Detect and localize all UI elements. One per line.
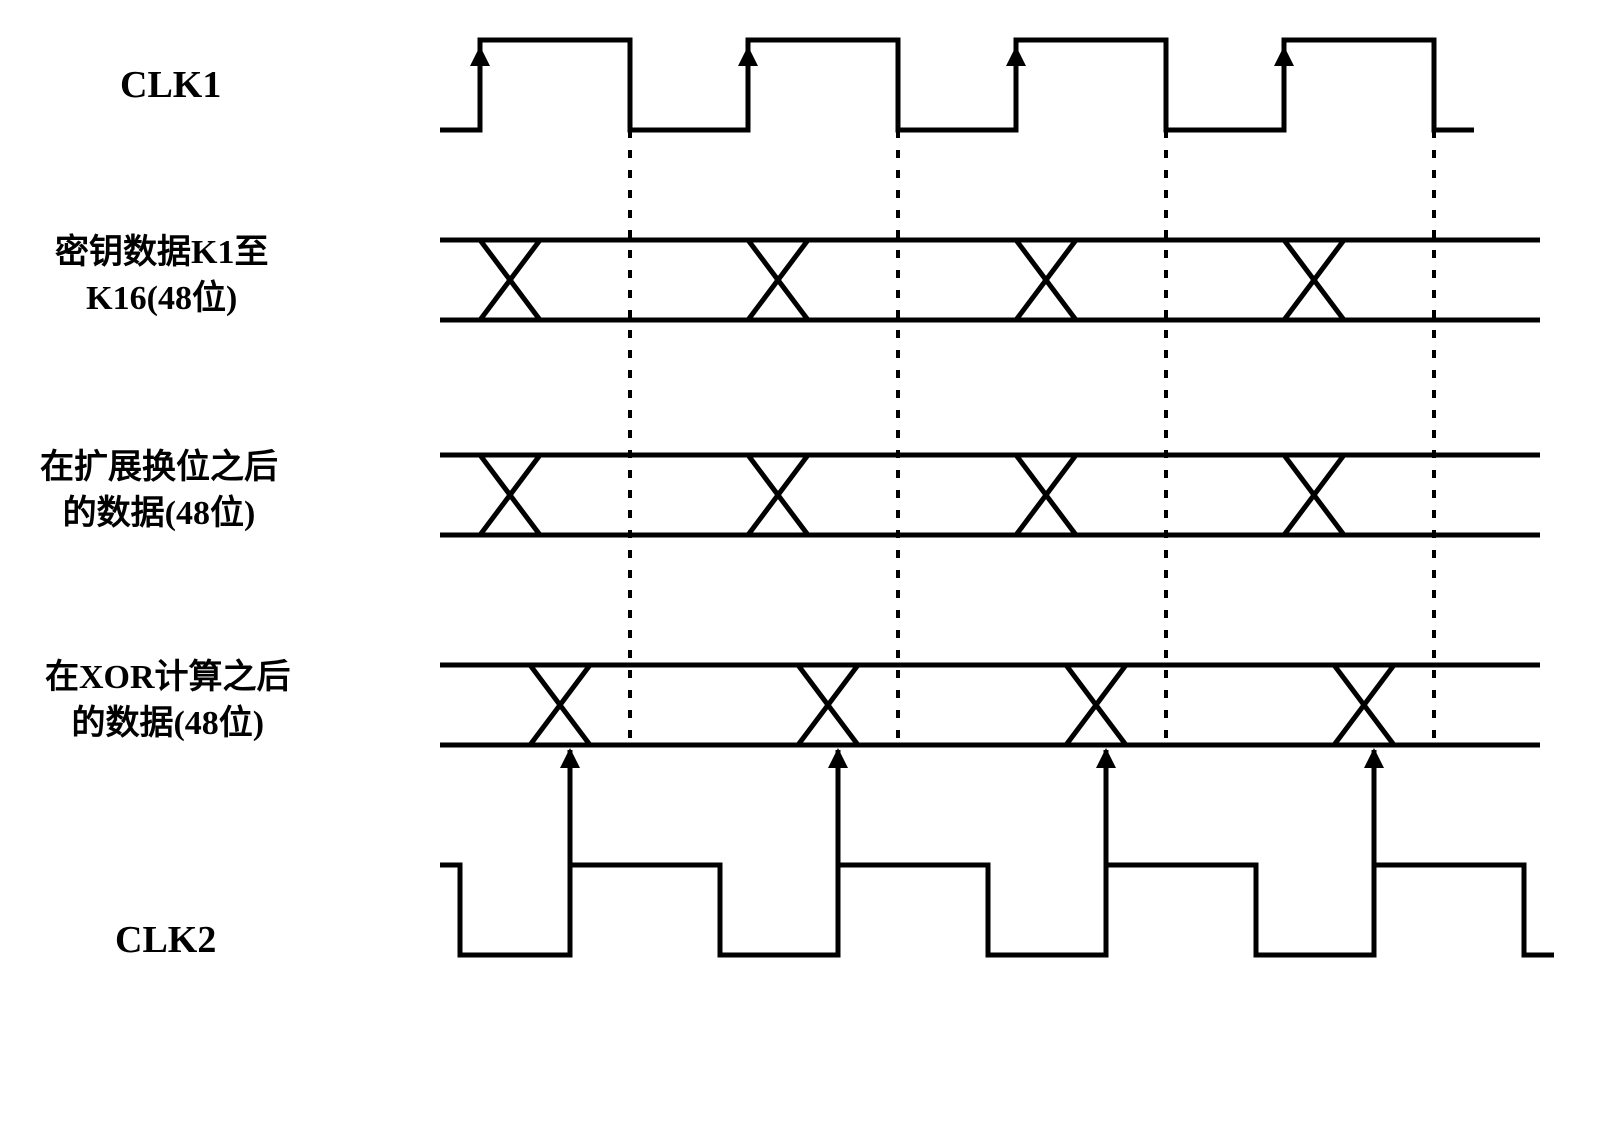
key-data-label: 密钥数据K1至 K16(48位): [55, 230, 268, 322]
clk2-label: CLK2: [115, 915, 216, 966]
expand-label: 在扩展换位之后 的数据(48位): [40, 445, 278, 537]
xor-label: 在XOR计算之后 的数据(48位): [45, 655, 291, 747]
timing-diagram: [440, 30, 1560, 1100]
clk1-label: CLK1: [120, 60, 221, 111]
